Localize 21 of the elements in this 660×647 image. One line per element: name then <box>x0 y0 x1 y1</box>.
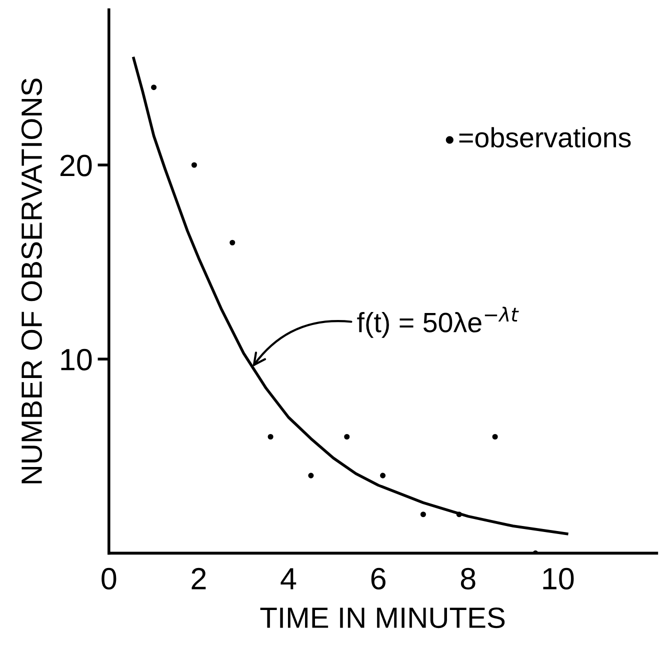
annotation: f(t) = 50λe$^{−λt}$ <box>357 306 519 338</box>
x-axis-title: TIME IN MINUTES <box>260 607 505 628</box>
y-tick-label: 20 <box>60 154 92 176</box>
point <box>268 434 274 440</box>
x-tick-label: 0 <box>102 568 116 590</box>
y-axis-title: NUMBER OF OBSERVATIONS <box>21 78 42 484</box>
point <box>191 162 197 168</box>
point <box>492 434 498 440</box>
point <box>230 240 236 246</box>
point <box>151 84 157 90</box>
x-tick-label: 6 <box>371 568 386 590</box>
point <box>380 472 386 478</box>
point <box>420 512 426 518</box>
point <box>456 512 462 518</box>
point <box>308 472 314 478</box>
x-tick-label: 2 <box>192 568 206 590</box>
legend-label: =observations <box>459 127 631 148</box>
x-tick-label: 8 <box>460 568 476 590</box>
x-tick-label: 4 <box>280 568 296 590</box>
x-tick-label: 10 <box>543 568 574 590</box>
point <box>344 434 350 440</box>
